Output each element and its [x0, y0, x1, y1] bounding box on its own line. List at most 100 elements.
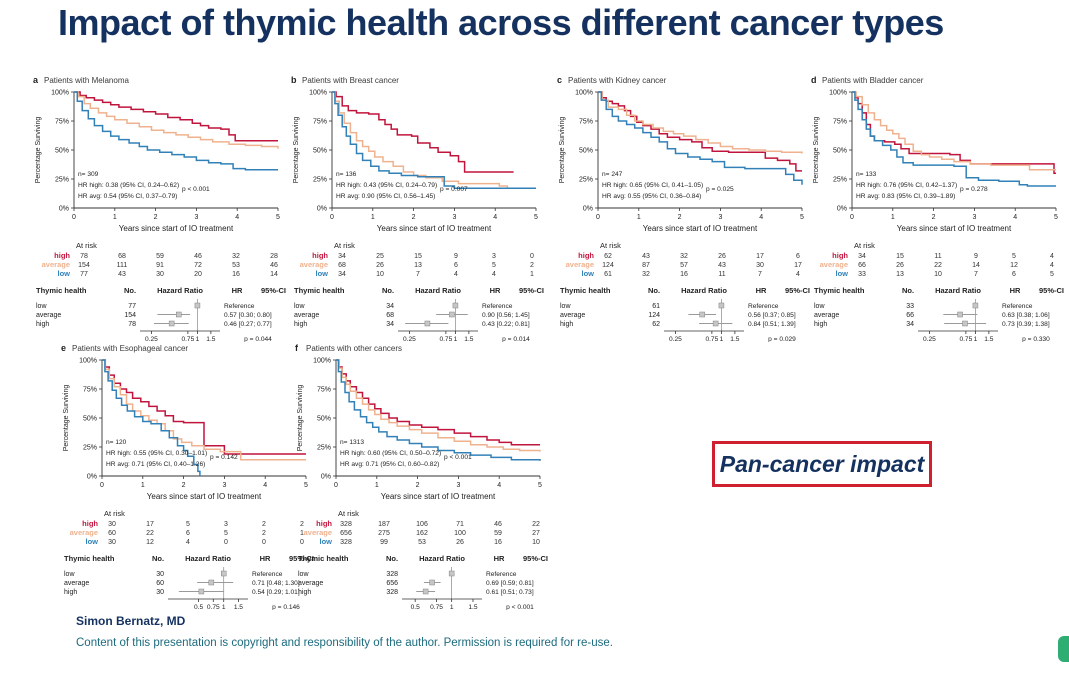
- x-tick-label: 5: [304, 482, 308, 489]
- at-risk-value: 27: [532, 530, 540, 537]
- author-name: Simon Bernatz, MD: [76, 614, 186, 628]
- annotation-hr-high: HR high: 0.43 (95% CI, 0.24–0.79): [336, 182, 437, 189]
- x-tick-label: 4: [263, 482, 267, 489]
- at-risk-value: 60: [108, 530, 116, 537]
- at-risk-value: 124: [602, 262, 614, 269]
- forest-axis-tick-label: 0.75: [959, 336, 972, 342]
- x-tick-label: 5: [1054, 214, 1058, 221]
- x-axis-label: Years since start of IO treatment: [147, 492, 262, 501]
- at-risk-value: 4: [492, 271, 496, 278]
- at-risk-group-high: high: [316, 519, 332, 528]
- y-tick-label: 100%: [313, 358, 331, 365]
- x-tick-label: 2: [182, 482, 186, 489]
- at-risk-value: 22: [934, 262, 942, 269]
- forest-header-ci: 95%-CI: [519, 286, 544, 295]
- y-tick-label: 100%: [79, 358, 97, 365]
- at-risk-value: 10: [934, 271, 942, 278]
- forest-axis-tick-label: 0.75: [430, 604, 443, 610]
- forest-axis-tick-label: 1: [450, 604, 454, 610]
- x-tick-label: 0: [100, 482, 104, 489]
- forest-header-ci: 95%-CI: [1039, 286, 1064, 295]
- at-risk-value: 4: [186, 539, 190, 546]
- at-risk-value: 2: [530, 262, 534, 269]
- at-risk-value: 26: [718, 253, 726, 260]
- at-risk-value: 22: [532, 521, 540, 528]
- forest-row-hr-text: 0.46 [0.27; 0.77]: [224, 321, 272, 328]
- forest-row-group: average: [64, 580, 89, 587]
- forest-row-n: 77: [128, 303, 136, 310]
- at-risk-value: 91: [156, 262, 164, 269]
- panel-letter: a: [33, 75, 39, 85]
- at-risk-group-low: low: [86, 537, 99, 546]
- forest-axis-tick-label: 0.25: [669, 336, 682, 342]
- x-axis-label: Years since start of IO treatment: [377, 224, 492, 233]
- at-risk-group-average: average: [566, 260, 594, 269]
- at-risk-value: 28: [270, 253, 278, 260]
- forest-header-ci: 95%-CI: [261, 286, 286, 295]
- forest-row-group: high: [298, 589, 311, 596]
- forest-header-hr: HR: [1010, 286, 1021, 295]
- forest-row-group: low: [64, 571, 75, 578]
- at-risk-value: 2: [262, 521, 266, 528]
- at-risk-value: 25: [376, 253, 384, 260]
- forest-p-value: p = 0.029: [768, 336, 796, 342]
- survival-curve-average: [336, 359, 541, 452]
- forest-row-hr-text: Reference: [748, 303, 779, 310]
- forest-row-hr-text: 0.84 [0.51; 1.39]: [748, 321, 796, 328]
- forest-header-hazard-ratio: Hazard Ratio: [935, 286, 981, 295]
- at-risk-label: At risk: [600, 241, 621, 250]
- x-tick-label: 0: [334, 482, 338, 489]
- at-risk-group-average: average: [300, 260, 328, 269]
- annotation-hr-avg: HR avg: 0.71 (95% CI, 0.40–1.26): [106, 461, 205, 468]
- forest-axis-tick-label: 0.25: [923, 336, 936, 342]
- at-risk-value: 46: [194, 253, 202, 260]
- panel-title: Patients with other cancers: [306, 344, 402, 353]
- forest-marker: [957, 311, 963, 318]
- y-tick-label: 0%: [87, 474, 97, 481]
- survival-curve-low: [336, 359, 541, 461]
- survival-curve-low: [332, 91, 536, 190]
- forest-marker: [962, 320, 968, 327]
- forest-row-n: 30: [156, 571, 164, 578]
- forest-axis-tick-label: 1.5: [464, 336, 473, 342]
- at-risk-value: 7: [416, 271, 420, 278]
- at-risk-value: 12: [1010, 262, 1018, 269]
- forest-marker: [429, 579, 435, 586]
- at-risk-value: 5: [1012, 253, 1016, 260]
- at-risk-group-low: low: [58, 269, 71, 278]
- annotation-p-value: p = 0.007: [440, 186, 468, 193]
- x-axis-label: Years since start of IO treatment: [897, 224, 1012, 233]
- forest-marker: [448, 570, 455, 577]
- panel-chart-c: c Patients with Kidney cancer 0% 25% 50% 75% 1…: [557, 75, 810, 343]
- forest-header-thymic-health: Thymic health: [560, 286, 611, 295]
- at-risk-value: 9: [974, 253, 978, 260]
- forest-row-n: 124: [648, 312, 660, 319]
- at-risk-value: 66: [858, 262, 866, 269]
- x-tick-label: 0: [850, 214, 854, 221]
- at-risk-value: 15: [414, 253, 422, 260]
- at-risk-value: 17: [146, 521, 154, 528]
- at-risk-value: 11: [934, 253, 941, 260]
- x-tick-label: 5: [538, 482, 542, 489]
- at-risk-value: 13: [414, 262, 422, 269]
- at-risk-value: 87: [642, 262, 650, 269]
- forest-header-hr: HR: [490, 286, 501, 295]
- at-risk-value: 78: [80, 253, 88, 260]
- annotation-p-value: p = 0.025: [706, 186, 734, 193]
- y-tick-label: 75%: [317, 387, 331, 394]
- forest-row-group: average: [294, 312, 319, 319]
- at-risk-value: 100: [454, 530, 466, 537]
- annotation-n: n= 133: [856, 171, 877, 178]
- x-tick-label: 1: [371, 214, 375, 221]
- forest-row-n: 78: [128, 321, 136, 328]
- at-risk-label: At risk: [338, 509, 359, 518]
- x-tick-label: 1: [637, 214, 641, 221]
- forest-row-n: 34: [386, 303, 394, 310]
- x-tick-label: 4: [1013, 214, 1017, 221]
- at-risk-value: 11: [718, 271, 725, 278]
- y-axis-label: Percentage Surviving: [63, 385, 70, 452]
- km-panel-e: e Patients with Esophageal cancer 0% 25% 50%…: [58, 342, 316, 611]
- at-risk-value: 57: [680, 262, 688, 269]
- at-risk-label: At risk: [854, 241, 875, 250]
- x-tick-label: 4: [759, 214, 763, 221]
